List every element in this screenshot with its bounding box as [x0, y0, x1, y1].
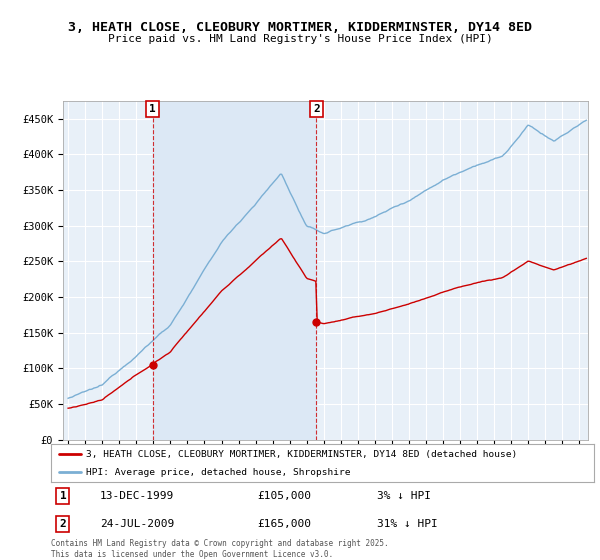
Text: 3, HEATH CLOSE, CLEOBURY MORTIMER, KIDDERMINSTER, DY14 8ED: 3, HEATH CLOSE, CLEOBURY MORTIMER, KIDDE…: [68, 21, 532, 34]
Text: 24-JUL-2009: 24-JUL-2009: [100, 519, 174, 529]
Text: 3% ↓ HPI: 3% ↓ HPI: [377, 491, 431, 501]
Text: 13-DEC-1999: 13-DEC-1999: [100, 491, 174, 501]
Text: 3, HEATH CLOSE, CLEOBURY MORTIMER, KIDDERMINSTER, DY14 8ED (detached house): 3, HEATH CLOSE, CLEOBURY MORTIMER, KIDDE…: [86, 450, 518, 459]
Text: 31% ↓ HPI: 31% ↓ HPI: [377, 519, 437, 529]
Text: 2: 2: [313, 104, 320, 114]
Text: £165,000: £165,000: [257, 519, 311, 529]
Text: 1: 1: [59, 491, 67, 501]
Text: HPI: Average price, detached house, Shropshire: HPI: Average price, detached house, Shro…: [86, 468, 351, 477]
Text: 1: 1: [149, 104, 156, 114]
Text: Price paid vs. HM Land Registry's House Price Index (HPI): Price paid vs. HM Land Registry's House …: [107, 34, 493, 44]
Text: £105,000: £105,000: [257, 491, 311, 501]
Text: Contains HM Land Registry data © Crown copyright and database right 2025.
This d: Contains HM Land Registry data © Crown c…: [51, 539, 389, 559]
Text: 2: 2: [59, 519, 67, 529]
Bar: [152, 101, 316, 440]
